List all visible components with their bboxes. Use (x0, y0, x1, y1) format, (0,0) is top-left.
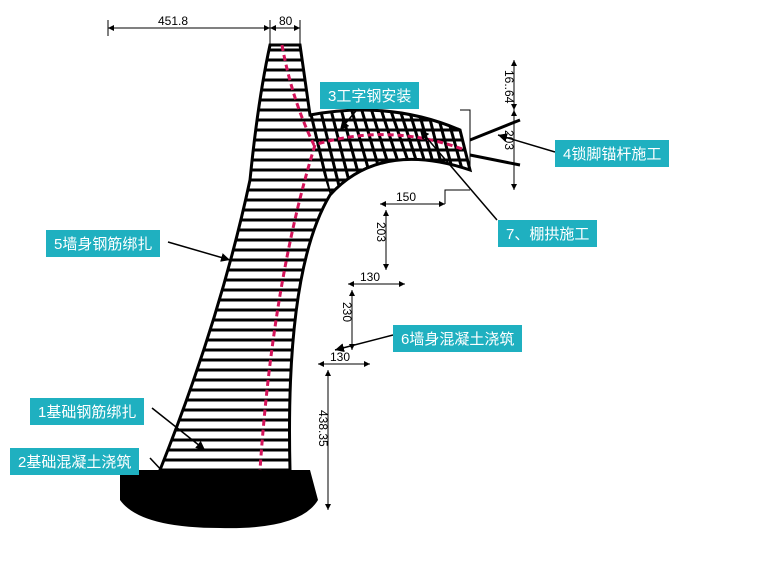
foundation-base (120, 470, 318, 528)
wall-outline (160, 45, 470, 470)
dim-r-7: 130 (330, 350, 350, 364)
label-1: 1基础钢筋绑扎 (30, 398, 144, 425)
dim-r-4: 203 (374, 222, 388, 242)
dim-r-3: 150 (396, 190, 416, 204)
label-6: 6墙身混凝土浇筑 (393, 325, 522, 352)
dim-r-8: 438.35 (316, 410, 330, 447)
dim-r-5: 130 (360, 270, 380, 284)
label-5: 5墙身钢筋绑扎 (46, 230, 160, 257)
dim-r-6: 230 (340, 302, 354, 322)
dim-r-1: 16..64 (502, 70, 516, 103)
dim-r-2: 203 (502, 130, 516, 150)
dim-top-2: 80 (279, 14, 292, 28)
dim-top-1: 451.8 (158, 14, 188, 28)
label-2: 2基础混凝土浇筑 (10, 448, 139, 475)
label-7: 7、棚拱施工 (498, 220, 597, 247)
label-4: 4锁脚锚杆施工 (555, 140, 669, 167)
dim-top (108, 20, 300, 45)
label-3: 3工字钢安装 (320, 82, 419, 109)
